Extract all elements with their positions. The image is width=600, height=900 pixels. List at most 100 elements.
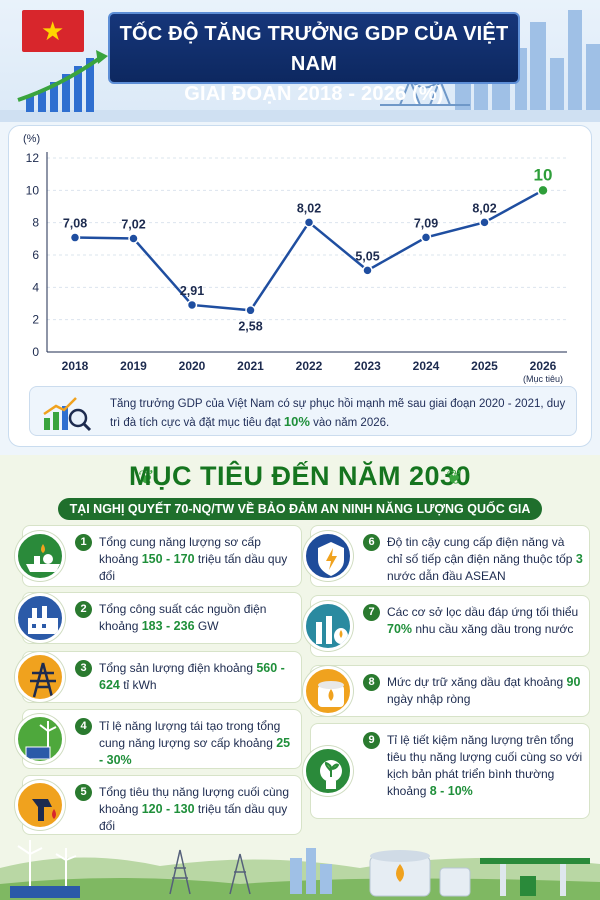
goal-text-pre: Tỉ lệ tiết kiệm năng lượng trên tổng tiê… <box>387 733 583 798</box>
energy-landscape-illustration <box>0 840 600 900</box>
fuel-nozzle-icon <box>15 780 65 830</box>
power-plant-icon <box>15 593 65 643</box>
goal-text: Tỉ lệ tiết kiệm năng lượng trên tổng tiê… <box>387 732 583 800</box>
y-tick-label: 10 <box>26 183 40 197</box>
goal-text: Tổng tiêu thụ năng lượng cuối cùng khoản… <box>99 784 295 835</box>
goal-text: Độ tin cậy cung cấp điện năng và chỉ số … <box>387 534 583 585</box>
goal-text-pre: Các cơ sở lọc dầu đáp ứng tối thiểu <box>387 605 579 619</box>
goal-number: 2 <box>75 601 92 618</box>
data-label: 8,02 <box>472 201 496 215</box>
goal-text-pre: Tổng công suất các nguồn điện khoảng <box>99 602 267 633</box>
data-label: 7,02 <box>121 218 145 232</box>
y-tick-label: 6 <box>32 248 39 262</box>
x-tick-label: 2025 <box>471 359 498 373</box>
goal-text: Tổng công suất các nguồn điện khoảng 183… <box>99 601 295 635</box>
data-point <box>245 305 256 316</box>
growth-chart-magnifier-icon <box>43 397 92 432</box>
x-tick-label: 2024 <box>413 359 440 373</box>
header: ★ TỐC ĐỘ TĂNG TRƯỞNG GDP CỦA VIỆT NAM GI… <box>0 0 600 122</box>
goal-card-5: 5 Tổng tiêu thụ năng lượng cuối cùng kho… <box>15 775 302 835</box>
goal-text-post: ngày nhập ròng <box>387 692 471 706</box>
data-point <box>420 232 432 243</box>
goal-card-1: 1 Tổng cung năng lượng sơ cấp khoảng 150… <box>15 525 302 587</box>
goal-text-pre: Tổng cung năng lượng sơ cấp khoảng <box>99 535 261 566</box>
data-point <box>128 233 139 244</box>
goal-number: 1 <box>75 534 92 551</box>
y-tick-label: 0 <box>32 345 39 359</box>
x-tick-note: (Mục tiêu) <box>523 374 563 384</box>
goal-text: Tổng cung năng lượng sơ cấp khoảng 150 -… <box>99 534 295 585</box>
goal-highlight: 560 - 624 <box>99 661 285 692</box>
goal-highlight: 90 <box>566 675 581 689</box>
x-tick-label: 2026 <box>530 359 557 373</box>
gdp-line-chart: (%) 0 2 4 6 8 10 12 2018 2019 2020 2021 2022 2023 2024… <box>23 133 567 384</box>
goal-text-post: GW <box>194 619 219 633</box>
city-skyline-illustration <box>0 10 600 122</box>
vietnam-flag-icon: ★ <box>22 10 84 52</box>
x-tick-label: 2020 <box>179 359 206 373</box>
data-point <box>186 299 198 311</box>
summary-text: Tăng trưởng GDP của Việt Nam có sự phục … <box>110 396 570 432</box>
goal-text-post: tỉ kWh <box>119 678 157 692</box>
goal-card-6: 6 Độ tin cậy cung cấp điện năng và chỉ s… <box>303 525 590 587</box>
main-title: TỐC ĐỘ TĂNG TRƯỞNG GDP CỦA VIỆT NAM GIAI… <box>108 12 520 105</box>
x-tick-label: 2021 <box>237 359 264 373</box>
gdp-chart-card: (%) 0 2 4 6 8 10 12 2018 2019 2020 2021 2022 2023 2024… <box>8 125 592 447</box>
data-point <box>537 184 549 197</box>
y-tick-label: 12 <box>26 151 40 165</box>
y-tick-label: 2 <box>32 313 39 327</box>
goal-card-4: 4 Tỉ lệ năng lượng tái tạo trong tổng cu… <box>15 709 302 769</box>
eco-lightbulb-icon <box>303 746 353 796</box>
summary-text-before: Tăng trưởng GDP của Việt Nam có sự phục … <box>110 398 566 429</box>
goal-highlight: 3 <box>575 552 583 566</box>
data-label: 2,58 <box>238 319 262 333</box>
data-label: 5,05 <box>355 249 379 263</box>
goal-text: Tỉ lệ năng lượng tái tạo trong tổng cung… <box>99 718 295 769</box>
y-axis-label: (%) <box>23 133 40 145</box>
data-label: 8,02 <box>297 201 321 215</box>
x-tick-label: 2023 <box>354 359 381 373</box>
goal-text: Mức dự trữ xăng dầu đạt khoảng 90 ngày n… <box>387 674 583 708</box>
goal-highlight: 70% <box>387 622 413 636</box>
goal-number: 5 <box>75 784 92 801</box>
summary-box: Tăng trưởng GDP của Việt Nam có sự phục … <box>29 386 577 436</box>
data-point <box>69 232 81 243</box>
goal-card-2: 2 Tổng công suất các nguồn điện khoảng 1… <box>15 592 302 644</box>
goal-number: 6 <box>363 534 380 551</box>
goal-text-post: nước dẫn đầu ASEAN <box>387 569 506 583</box>
tanker-ship-icon <box>15 531 65 581</box>
title-line-2: GIAI ĐOẠN 2018 - 2026 (%) <box>184 83 444 105</box>
goal-text: Các cơ sở lọc dầu đáp ứng tối thiểu 70% … <box>387 604 583 638</box>
wind-solar-icon <box>15 714 65 764</box>
goal-card-8: 8 Mức dự trữ xăng dầu đạt khoảng 90 ngày… <box>303 665 590 717</box>
goal-highlight: 120 - 130 <box>141 802 195 816</box>
title-line-1: TỐC ĐỘ TĂNG TRƯỞNG GDP CỦA VIỆT NAM <box>119 23 509 75</box>
goal-text-post: nhu cầu xăng dầu trong nước <box>412 622 574 636</box>
oil-refinery-icon <box>303 601 353 651</box>
goal-number: 8 <box>363 674 380 691</box>
x-tick-label: 2018 <box>62 359 89 373</box>
goal-text-pre: Độ tin cậy cung cấp điện năng và chỉ số … <box>387 535 576 566</box>
y-tick-label: 8 <box>32 216 39 230</box>
data-point <box>479 217 490 228</box>
data-point <box>362 265 373 276</box>
transmission-tower-icon <box>15 652 65 702</box>
goal-text-pre: Mức dự trữ xăng dầu đạt khoảng <box>387 675 567 689</box>
goal-text-pre: Tổng sản lượng điện khoảng <box>99 661 257 675</box>
goal-card-3: 3 Tổng sản lượng điện khoảng 560 - 624 t… <box>15 651 302 703</box>
data-label: 2,91 <box>180 284 204 298</box>
goal-text-pre: Tỉ lệ năng lượng tái tạo trong tổng cung… <box>99 719 281 750</box>
goal-highlight: 25 - 30% <box>99 736 291 767</box>
leaf-icon: ❦ <box>138 467 155 489</box>
goal-highlight: 8 - 10% <box>429 784 473 798</box>
data-label: 10 <box>534 165 553 184</box>
oil-storage-icon <box>303 666 353 716</box>
goal-highlight: 150 - 170 <box>141 552 195 566</box>
goal-number: 3 <box>75 660 92 677</box>
energy-shield-icon <box>303 531 353 581</box>
y-tick-label: 4 <box>32 280 39 294</box>
goals-title: MỤC TIÊU ĐẾN NĂM 2030 <box>128 461 472 491</box>
goals-section: ❦ MỤC TIÊU ĐẾN NĂM 2030 ❦ TẠI NGHỊ QUYẾT… <box>0 455 600 900</box>
goal-text-post: triệu tấn dầu quy đổi <box>99 802 288 833</box>
x-tick-label: 2019 <box>120 359 147 373</box>
